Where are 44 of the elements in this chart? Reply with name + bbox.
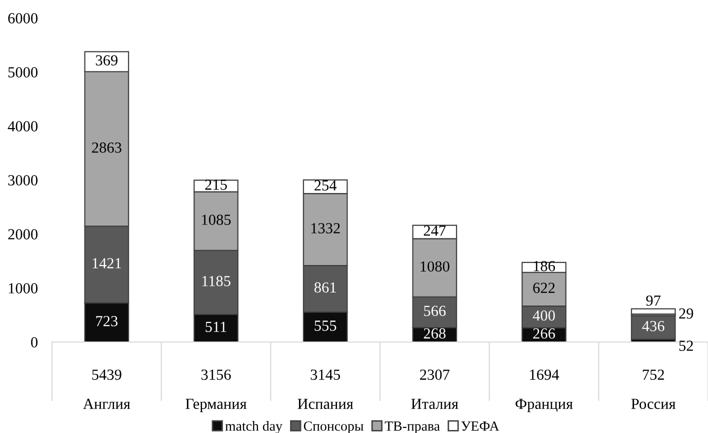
x-tick-label: Англия — [83, 398, 130, 410]
x-tick-label: Россия — [631, 398, 676, 410]
text: 5439 — [92, 370, 122, 380]
data-label: 622 — [533, 282, 555, 294]
data-label: 247 — [424, 226, 446, 236]
data-label: 268 — [424, 328, 446, 339]
data-label: 1185 — [202, 276, 230, 286]
x-tick-label: Италия — [411, 398, 458, 410]
data-label: 1332 — [311, 223, 340, 234]
y-tick-label: 1000 — [8, 283, 38, 294]
y-tick-label: 4000 — [8, 121, 38, 132]
data-label: 1421 — [92, 258, 122, 268]
data-label: 566 — [424, 306, 446, 316]
text: 1694 — [530, 370, 560, 380]
data-label: 29 — [679, 308, 694, 319]
y-tick-label: 5000 — [8, 67, 38, 78]
data-label: 186 — [534, 260, 555, 272]
data-label: 400 — [532, 310, 555, 321]
y-tick-label: 3000 — [8, 175, 38, 186]
legend-label: УЕФА — [461, 421, 500, 431]
data-label: 436 — [642, 320, 664, 332]
x-tick-label: Испания — [298, 398, 354, 410]
text: 3156 — [201, 370, 231, 380]
data-label: 52 — [679, 340, 693, 351]
data-label: 1080 — [420, 261, 450, 272]
data-label: 215 — [205, 180, 227, 190]
text: 752 — [642, 370, 664, 380]
y-tick-label: 0 — [31, 337, 38, 348]
data-label: 97 — [646, 295, 661, 306]
data-label: 511 — [206, 322, 226, 332]
y-tick-label: 2000 — [8, 229, 38, 240]
data-label: 555 — [314, 320, 336, 331]
data-label: 861 — [314, 282, 336, 293]
data-label: 723 — [96, 316, 118, 326]
y-tick-label: 6000 — [8, 13, 38, 24]
data-label: 254 — [314, 180, 337, 191]
data-label: 1085 — [202, 214, 231, 225]
x-tick-label: Франция — [516, 398, 573, 412]
data-label: 2863 — [92, 142, 122, 153]
text: 3145 — [310, 370, 340, 380]
text: 2307 — [420, 370, 450, 380]
data-label: 266 — [533, 328, 555, 339]
data-label: 369 — [96, 55, 118, 66]
x-tick-label: Германия — [186, 398, 247, 412]
